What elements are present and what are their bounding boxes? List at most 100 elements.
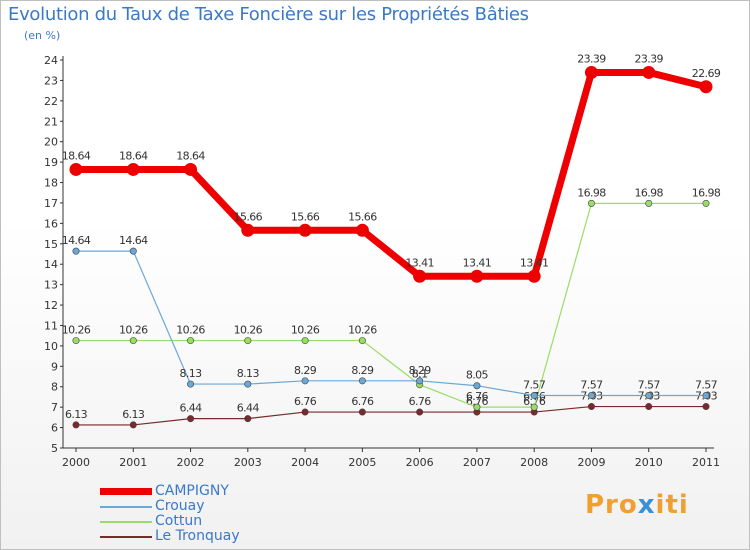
- series-line-le-tronquay: [75, 405, 707, 426]
- y-tick-label: 24: [44, 54, 58, 67]
- data-point: [587, 392, 595, 400]
- data-point: [301, 337, 309, 345]
- data-label: 13.41: [520, 256, 549, 269]
- data-point: [72, 247, 80, 255]
- data-label: 6.13: [65, 408, 88, 421]
- data-point: [244, 380, 252, 388]
- y-tick-label: 17: [44, 197, 58, 210]
- data-label: 8.13: [237, 367, 260, 380]
- data-label: 6.44: [237, 402, 260, 415]
- y-tick-label: 14: [44, 258, 58, 271]
- data-label: 6.44: [179, 402, 202, 415]
- data-label: 14.64: [119, 234, 148, 247]
- data-point: [642, 65, 656, 79]
- y-tick-label: 7: [51, 401, 58, 414]
- data-point: [530, 392, 538, 400]
- data-point: [358, 408, 366, 416]
- legend-label: CAMPIGNY: [155, 483, 229, 499]
- data-point: [702, 199, 710, 207]
- data-point: [298, 223, 312, 237]
- x-tick-label: 2006: [406, 456, 434, 469]
- y-tick-label: 10: [44, 340, 58, 353]
- data-label: 6.76: [523, 395, 546, 408]
- data-point: [699, 80, 713, 94]
- y-tick-label: 12: [44, 299, 58, 312]
- data-point: [416, 377, 424, 385]
- data-label: 8.05: [466, 369, 489, 382]
- chart-title: Evolution du Taux de Taxe Foncière sur l…: [8, 4, 529, 25]
- data-label: 6.76: [409, 395, 432, 408]
- data-point: [530, 403, 538, 411]
- data-label: 10.26: [62, 324, 91, 337]
- proxiti-logo: Proxiti: [585, 490, 689, 520]
- legend-label: Cottun: [155, 513, 203, 529]
- data-point: [187, 337, 195, 345]
- data-point: [126, 162, 140, 176]
- data-point: [473, 382, 481, 390]
- data-point: [358, 377, 366, 385]
- data-point: [470, 269, 484, 283]
- legend-swatch: [100, 488, 152, 495]
- data-point: [187, 415, 195, 423]
- legend-label: Crouay: [155, 498, 205, 514]
- data-label: 6.76: [294, 395, 317, 408]
- data-label: 6.13: [122, 408, 145, 421]
- data-point: [129, 247, 137, 255]
- data-label: 8.29: [409, 364, 432, 377]
- data-point: [301, 377, 309, 385]
- x-tick-label: 2007: [463, 456, 491, 469]
- data-label: 22.69: [692, 67, 721, 80]
- data-label: 13.41: [405, 256, 434, 269]
- data-label: 16.98: [634, 186, 663, 199]
- data-label: 13.41: [463, 256, 492, 269]
- data-label: 10.26: [119, 324, 148, 337]
- data-point: [702, 403, 710, 411]
- y-tick-label: 9: [51, 360, 58, 373]
- y-tick-label: 11: [44, 319, 58, 332]
- data-label: 16.98: [692, 186, 721, 199]
- data-point: [413, 269, 427, 283]
- data-point: [645, 392, 653, 400]
- data-point: [355, 223, 369, 237]
- data-label: 8.29: [294, 364, 317, 377]
- data-point: [358, 337, 366, 345]
- y-tick-label: 19: [44, 156, 58, 169]
- logo-part: iti: [655, 490, 689, 520]
- data-label: 15.66: [348, 210, 377, 223]
- data-label: 7.57: [695, 379, 718, 392]
- y-tick-label: 18: [44, 177, 58, 190]
- data-label: 10.26: [176, 324, 205, 337]
- y-tick-label: 21: [44, 115, 58, 128]
- x-tick-label: 2004: [291, 456, 319, 469]
- data-label: 14.64: [62, 234, 91, 247]
- logo-part: Pro: [585, 490, 638, 520]
- data-label: 16.98: [577, 186, 606, 199]
- legend-swatch: [100, 521, 152, 523]
- data-label: 23.39: [634, 52, 663, 65]
- data-point: [129, 421, 137, 429]
- data-point: [584, 65, 598, 79]
- series-line-campigny: [72, 68, 710, 280]
- data-point: [645, 199, 653, 207]
- y-tick-label: 13: [44, 279, 58, 292]
- y-tick-label: 6: [51, 422, 58, 435]
- x-tick-label: 2000: [62, 456, 90, 469]
- x-tick-label: 2008: [520, 456, 548, 469]
- data-point: [244, 415, 252, 423]
- legend-swatch: [100, 536, 152, 538]
- data-point: [587, 199, 595, 207]
- data-point: [241, 223, 255, 237]
- data-label: 15.66: [234, 210, 263, 223]
- x-tick-label: 2003: [234, 456, 262, 469]
- data-point: [69, 162, 83, 176]
- data-point: [416, 408, 424, 416]
- data-label: 8.29: [351, 364, 374, 377]
- data-label: 6.76: [466, 390, 489, 403]
- data-point: [72, 337, 80, 345]
- data-point: [72, 421, 80, 429]
- series-line-crouay: [75, 250, 707, 397]
- data-point: [702, 392, 710, 400]
- series-line-cottun: [75, 202, 707, 408]
- x-tick-label: 2005: [348, 456, 376, 469]
- chart-subtitle: (en %): [24, 29, 61, 42]
